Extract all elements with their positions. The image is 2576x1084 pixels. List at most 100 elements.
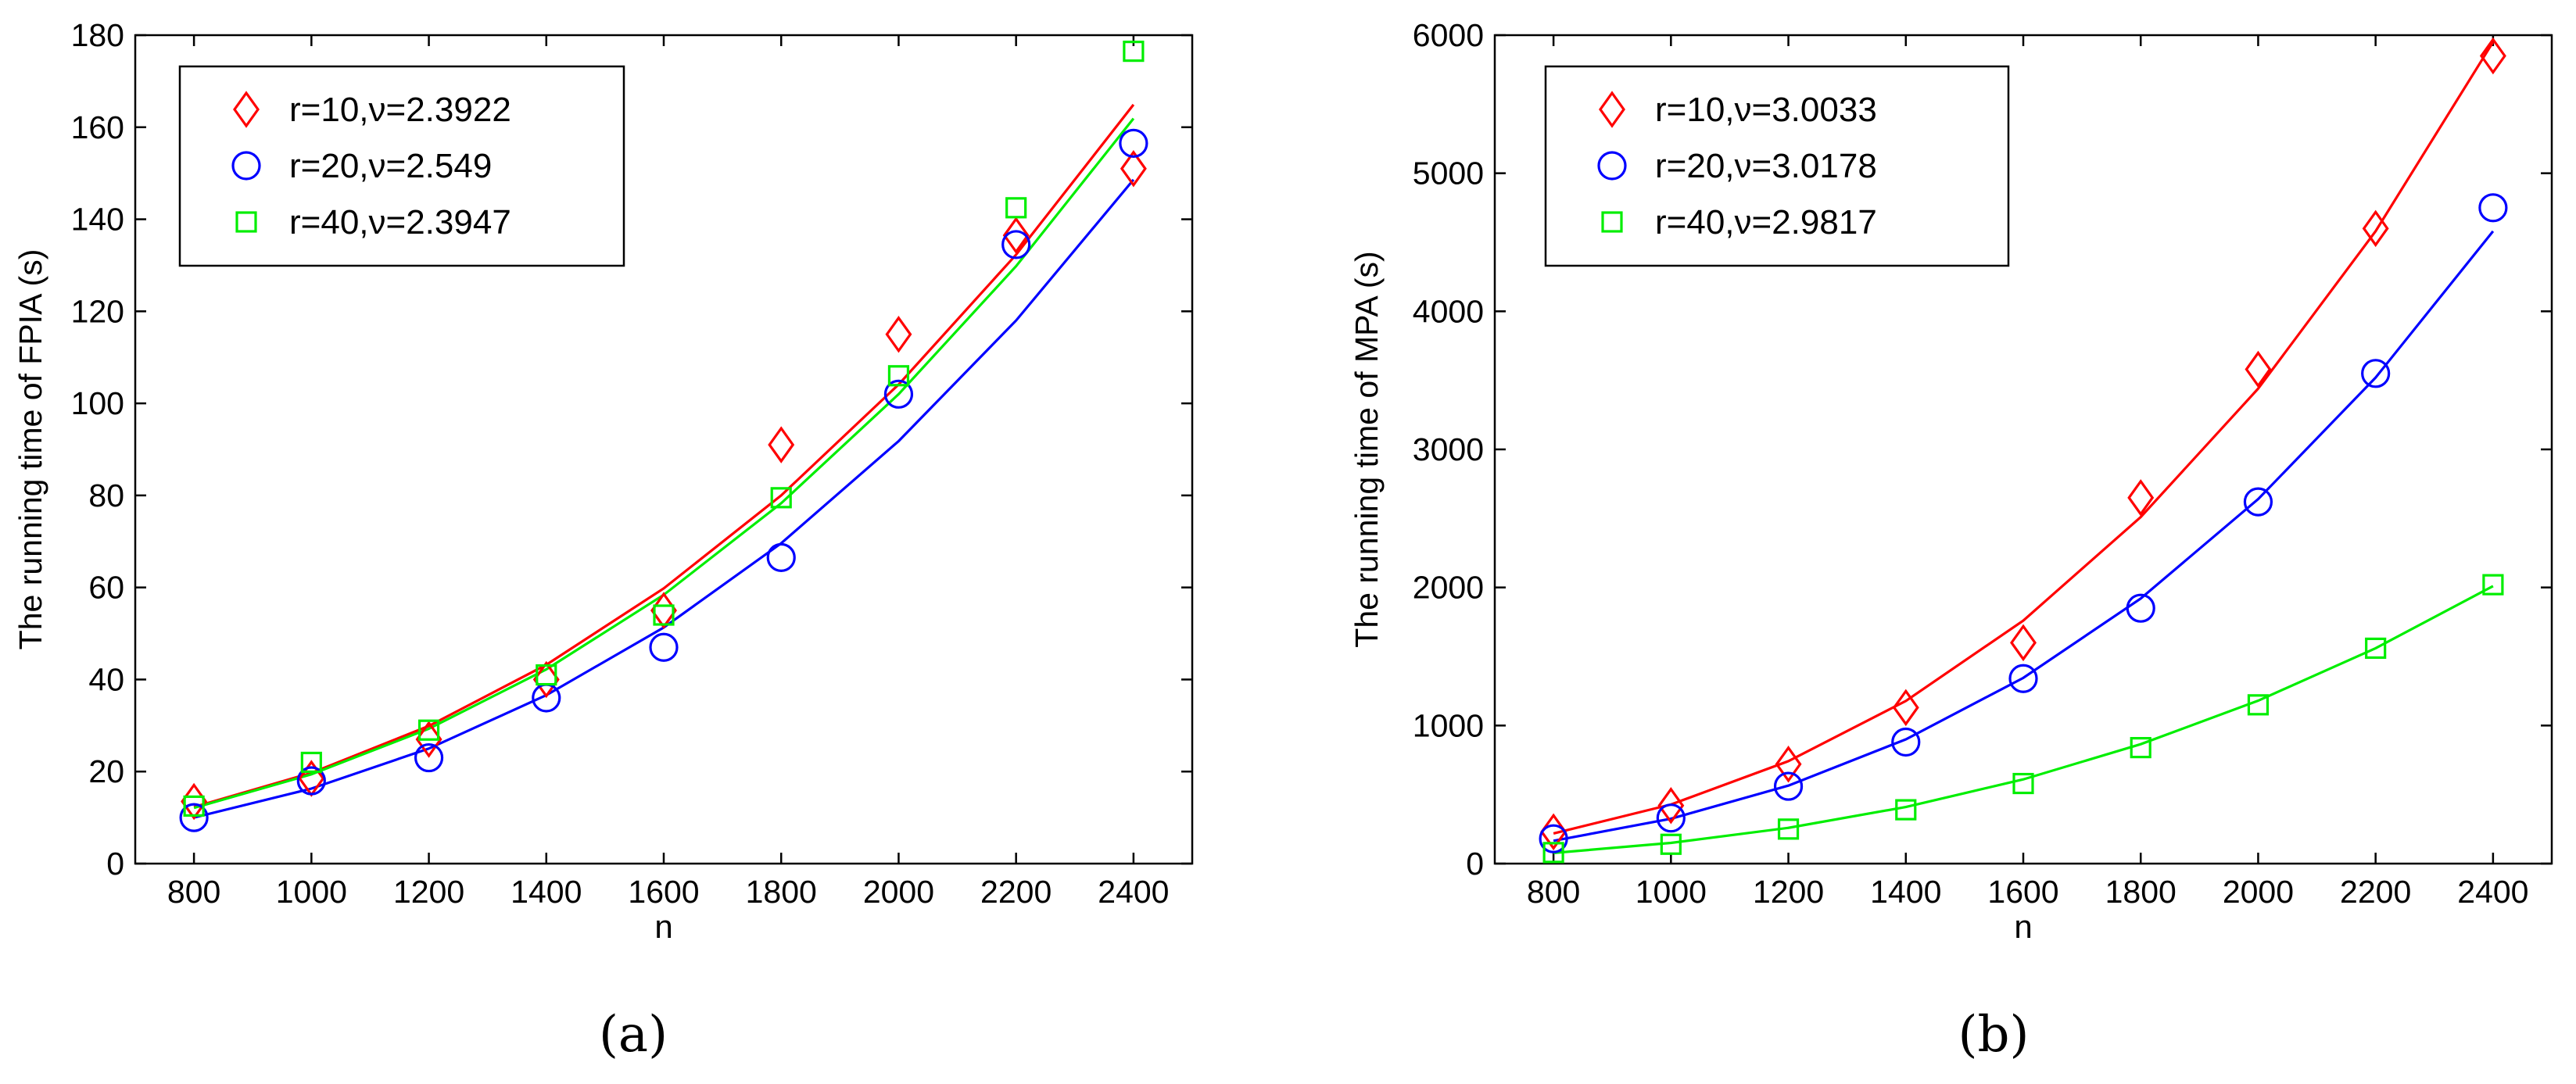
legend-label-series-2: r=20,ν=3.0178 xyxy=(1655,147,1877,185)
y-tick-label: 1000 xyxy=(1413,707,1484,743)
fit-line-series-2 xyxy=(1553,230,2495,843)
data-point-series-2 xyxy=(883,379,914,409)
y-tick-label: 140 xyxy=(71,202,124,238)
x-tick-label: 1400 xyxy=(511,874,582,910)
data-point-series-2 xyxy=(1119,128,1148,158)
y-tick-label: 20 xyxy=(88,753,124,789)
data-point-series-2 xyxy=(1539,824,1568,853)
x-tick-label: 2200 xyxy=(980,874,1052,910)
data-point-series-2 xyxy=(766,542,796,572)
panel-caption: (b) xyxy=(1958,1006,2030,1064)
data-point-series-3 xyxy=(183,795,205,817)
data-point-series-2 xyxy=(1656,803,1686,833)
x-tick-label: 1200 xyxy=(393,874,464,910)
legend-marker-series-3 xyxy=(235,211,257,233)
chart-panel-b: 800 1000 1200 1400 1600 1800 2000 2200 2400 0 1000… xyxy=(1349,17,2553,1064)
legend-label-series-1: r=10,ν=3.0033 xyxy=(1655,91,1877,129)
data-point-series-2 xyxy=(1773,771,1804,801)
data-point-series-2 xyxy=(2478,193,2508,223)
y-axis-label: The running time of MPA (s) xyxy=(1349,251,1385,647)
y-axis-label: The running time of FPIA (s) xyxy=(13,249,48,650)
y-tick-label: 5000 xyxy=(1413,156,1484,191)
panel-caption: (a) xyxy=(599,1006,668,1064)
legend-marker-series-3 xyxy=(1601,211,1623,233)
data-point-series-3 xyxy=(1777,818,1800,840)
x-axis-label: n xyxy=(654,908,672,945)
data-point-series-1 xyxy=(885,316,912,353)
data-point-series-1 xyxy=(2010,624,2037,662)
x-tick-label: 800 xyxy=(167,874,220,910)
legend-label-series-2: r=20,ν=2.549 xyxy=(289,147,492,185)
data-point-series-3 xyxy=(653,604,675,626)
y-tick-label: 120 xyxy=(71,293,124,329)
x-tick-label: 1200 xyxy=(1753,874,1824,910)
data-point-series-3 xyxy=(770,487,792,509)
data-point-series-3 xyxy=(417,719,440,741)
data-point-series-3 xyxy=(2482,574,2504,596)
fit-line-series-1 xyxy=(1553,41,2495,835)
legend-marker-series-1 xyxy=(1599,91,1625,128)
x-tick-label: 2400 xyxy=(1098,874,1169,910)
y-tick-label: 3000 xyxy=(1413,431,1484,467)
data-point-series-2 xyxy=(1891,727,1921,757)
data-point-series-1 xyxy=(1892,689,1919,727)
x-tick-label: 1000 xyxy=(1636,874,1707,910)
data-point-series-1 xyxy=(1657,787,1685,825)
data-point-series-1 xyxy=(2127,479,2155,517)
data-point-series-2 xyxy=(2361,359,2391,388)
data-point-series-2 xyxy=(179,803,209,832)
x-tick-label: 1400 xyxy=(1870,874,1941,910)
data-point-series-3 xyxy=(1660,833,1682,855)
data-point-series-1 xyxy=(1120,150,1147,188)
data-point-series-3 xyxy=(536,664,557,686)
x-tick-label: 1600 xyxy=(628,874,699,910)
data-point-series-1 xyxy=(1002,216,1030,254)
fit-line-series-1 xyxy=(193,103,1135,809)
y-tick-label: 2000 xyxy=(1413,570,1484,606)
data-point-series-1 xyxy=(768,426,795,463)
data-point-series-1 xyxy=(2479,37,2506,75)
data-point-series-2 xyxy=(414,742,444,773)
data-point-series-2 xyxy=(2126,593,2155,623)
y-tick-label: 40 xyxy=(88,661,124,697)
x-tick-label: 800 xyxy=(1527,874,1580,910)
data-point-series-3 xyxy=(2012,772,2034,795)
x-tick-label: 2000 xyxy=(863,874,934,910)
x-tick-label: 2400 xyxy=(2457,874,2528,910)
data-point-series-3 xyxy=(1005,197,1027,219)
x-tick-label: 1000 xyxy=(276,874,347,910)
chart-panel-a: 800 1000 1200 1400 1600 1800 2000 2200 2400 0 20 40… xyxy=(13,17,1194,1064)
legend-label-series-1: r=10,ν=2.3922 xyxy=(289,91,511,129)
x-tick-label: 1600 xyxy=(1987,874,2058,910)
data-point-series-2 xyxy=(296,766,326,796)
data-point-series-2 xyxy=(2243,487,2273,517)
legend-label-series-3: r=40,ν=2.3947 xyxy=(289,203,511,241)
x-tick-label: 1800 xyxy=(746,874,817,910)
data-point-series-3 xyxy=(1895,799,1917,821)
y-tick-label: 4000 xyxy=(1413,293,1484,329)
data-point-series-1 xyxy=(2362,209,2389,248)
y-tick-label: 100 xyxy=(71,385,124,421)
data-point-series-3 xyxy=(2247,694,2270,716)
data-point-series-3 xyxy=(1542,842,1564,864)
legend-marker-series-2 xyxy=(1597,151,1627,181)
data-point-series-1 xyxy=(415,721,442,758)
data-point-series-1 xyxy=(1540,813,1567,851)
legend-marker-series-1 xyxy=(233,91,260,128)
y-tick-label: 80 xyxy=(88,478,124,513)
legend-box xyxy=(1544,65,2010,267)
data-point-series-2 xyxy=(1001,230,1031,259)
data-point-series-3 xyxy=(300,751,322,774)
data-point-series-2 xyxy=(649,632,679,662)
data-point-series-3 xyxy=(1123,41,1145,63)
y-tick-label: 0 xyxy=(1466,846,1484,882)
data-point-series-3 xyxy=(887,365,910,387)
y-tick-label: 0 xyxy=(106,846,124,882)
data-point-series-1 xyxy=(1775,746,1802,783)
x-tick-label: 1800 xyxy=(2105,874,2177,910)
data-point-series-1 xyxy=(2245,350,2272,388)
data-point-series-1 xyxy=(532,660,560,699)
y-tick-label: 180 xyxy=(71,17,124,53)
legend-marker-series-2 xyxy=(231,151,261,181)
